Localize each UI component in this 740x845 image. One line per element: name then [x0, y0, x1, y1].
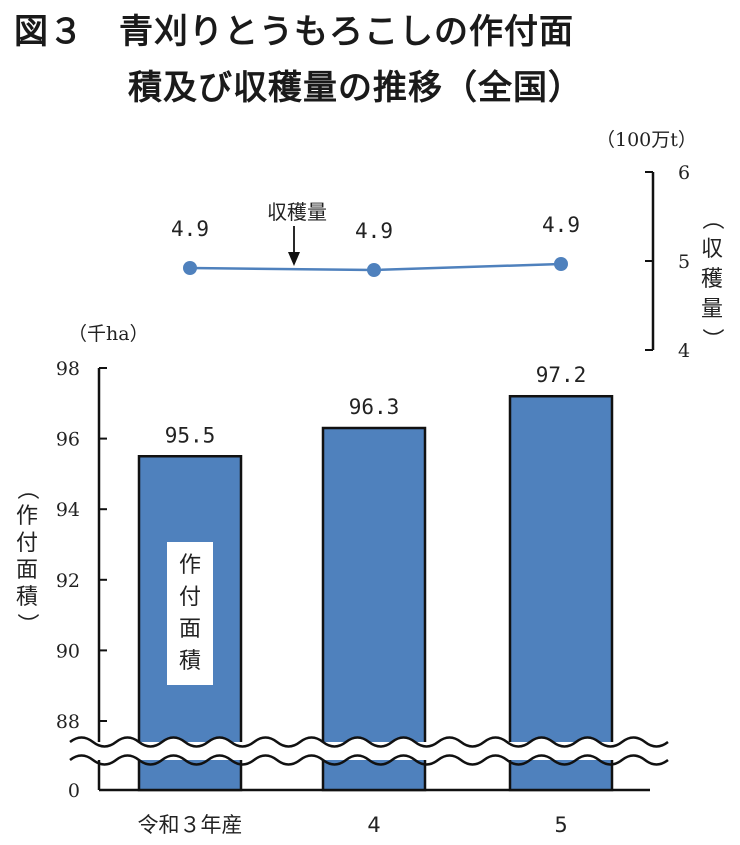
left-axis-tick-label: 92: [56, 570, 80, 592]
line-callout-label: 収穫量: [267, 200, 327, 224]
right-axis-tick-label: 5: [678, 251, 690, 273]
bar-inner-label-box: [167, 542, 213, 685]
left-axis-title-char: （: [14, 478, 39, 500]
right-axis-tick-label: 4: [678, 340, 690, 362]
bar-inner-label-char: 付: [179, 585, 201, 610]
x-axis-category-label: 5: [554, 813, 567, 837]
left-axis-title-char: 面: [16, 558, 38, 583]
left-axis-tick-label: 0: [68, 780, 80, 802]
right-axis-title-char: 穫: [701, 267, 723, 292]
axis-break-mark: [69, 736, 669, 766]
left-axis-tick-label: 98: [56, 358, 80, 380]
line-data-label: 4.9: [542, 213, 580, 237]
left-axis-tick-label: 88: [56, 711, 80, 733]
left-axis-tick-label: 96: [56, 429, 80, 451]
bar-inner-label-char: 作: [179, 553, 201, 578]
right-axis-title-char: 量: [701, 297, 723, 322]
x-axis-category-label: 4: [367, 813, 380, 837]
right-axis-title: （ 収穫量 ）: [699, 208, 724, 350]
line-point: [554, 257, 568, 271]
bar-inner-label-char: 積: [179, 649, 201, 674]
bar-data-label: 95.5: [165, 423, 216, 447]
right-axis-title-char: 収: [701, 237, 723, 262]
left-axis-unit: （千ha）: [68, 323, 149, 345]
left-axis-tick-label: 90: [56, 640, 80, 662]
line-data-label: 4.9: [171, 217, 209, 241]
bar: [321, 426, 427, 792]
bar: [508, 394, 614, 792]
right-axis: 6 5 4 （100万t） （ 収穫量 ）: [596, 129, 724, 362]
bar-data-label: 96.3: [349, 395, 400, 419]
left-axis-title-char: ）: [14, 613, 39, 635]
left-axis-title-char: 積: [16, 585, 38, 610]
left-axis-title-char: 作: [16, 504, 38, 529]
axis-break-lower-wave: [69, 754, 669, 766]
chart-title-line-1: 図３ 青刈りとうもろこしの作付面: [14, 12, 574, 52]
line-point: [183, 261, 197, 275]
axis-break-upper-wave: [69, 736, 669, 748]
line-data-label: 4.9: [355, 219, 393, 243]
right-axis-unit: （100万t）: [596, 129, 697, 151]
right-axis-title-char: （: [699, 208, 724, 230]
right-axis-title-char: ）: [699, 328, 724, 350]
left-axis-title-char: 付: [16, 531, 38, 556]
line-series: 4.9 4.9 4.9 収穫量: [171, 200, 580, 277]
left-axis-tick-label: 94: [56, 499, 80, 521]
bar-inner-label-char: 面: [179, 617, 201, 642]
chart-title-line-2: 積及び収穫量の推移（全国）: [128, 68, 583, 108]
right-axis-tick-label: 6: [678, 162, 690, 184]
x-axis-category-label: 令和３年産: [138, 813, 243, 837]
line-point: [367, 263, 381, 277]
bar-data-label: 97.2: [536, 363, 587, 387]
callout-arrow-head: [288, 252, 300, 266]
